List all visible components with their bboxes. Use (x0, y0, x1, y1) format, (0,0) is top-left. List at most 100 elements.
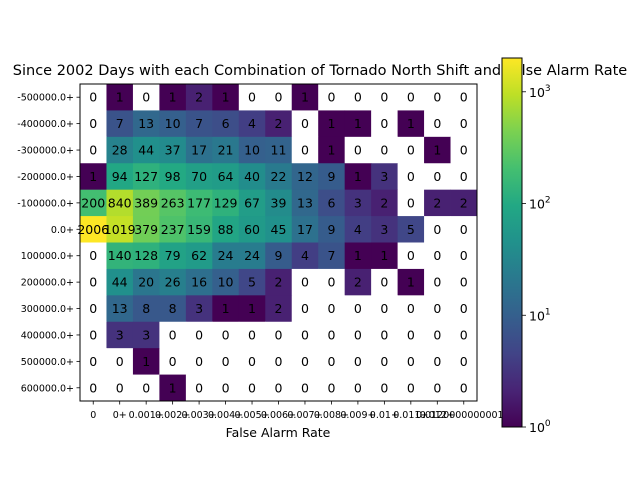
cell-value-label: 0 (169, 327, 177, 342)
heatmap-cell-labels: 0 1 0 1 2 1 0 0 1 0 0 0 0 0 00 7 13 10 7 6 4 2 0 1 1 0 1 0 00 28 44 37 1… (77, 90, 467, 396)
x-tick-label: 0.009+ (340, 410, 375, 421)
heatmap-cell (80, 84, 107, 111)
cell-value-label: 24 (244, 248, 260, 263)
heatmap-cell (291, 136, 319, 164)
x-tick-label: 0.008+ (314, 410, 349, 421)
cell-value-label: 0 (433, 222, 441, 237)
y-tick-label: -500000.0+ (17, 93, 74, 104)
cell-value-label: 0 (380, 143, 388, 158)
heatmap-cell (265, 374, 293, 402)
cell-value-label: 0 (142, 380, 150, 395)
cell-value-label: 0 (433, 275, 441, 290)
heatmap-cell (185, 374, 213, 402)
cell-value-label: 5 (407, 222, 415, 237)
heatmap-cell (371, 348, 398, 375)
cell-value-label: 0 (301, 275, 309, 290)
cell-value-label: 16 (191, 275, 207, 290)
cell-value-label: 0 (89, 354, 97, 369)
heatmap-cell (159, 374, 187, 402)
heatmap-cell (238, 189, 266, 217)
cell-value-label: 79 (165, 248, 181, 263)
cell-value-label: 3 (116, 327, 124, 342)
cell-value-label: 0 (301, 354, 309, 369)
heatmap-cell (424, 110, 451, 138)
cell-value-label: 2006 (77, 222, 109, 237)
cell-value-label: 0 (380, 90, 388, 105)
heatmap-cell (318, 348, 346, 375)
y-tick-label: 100000.0+ (21, 251, 74, 262)
cell-value-label: 0 (460, 301, 468, 316)
heatmap-cell (318, 321, 346, 349)
heatmap-cell (238, 216, 266, 243)
y-tick-label: 400000.0+ (21, 330, 74, 341)
cell-value-label: 3 (380, 169, 388, 184)
cell-value-label: 0 (460, 90, 468, 105)
heatmap-cell (424, 321, 451, 349)
heatmap-cell (212, 348, 240, 375)
cell-value-label: 0 (354, 354, 362, 369)
heatmap-cell (185, 321, 213, 349)
cell-value-label: 0 (142, 90, 150, 105)
cell-value-label: 5 (248, 275, 256, 290)
heatmap-cell (450, 295, 478, 323)
cell-value-label: 10 (218, 275, 234, 290)
cell-value-label: 1 (222, 90, 230, 105)
cell-value-label: 24 (218, 248, 234, 263)
heatmap-cell (450, 321, 478, 349)
heatmap-cell (265, 295, 293, 323)
heatmap-cell (344, 374, 372, 402)
cell-value-label: 0 (275, 354, 283, 369)
cell-value-label: 13 (138, 116, 154, 131)
heatmap-cell (397, 84, 425, 111)
cell-value-label: 1 (354, 248, 362, 263)
colorbar: 100 101 102 103 (501, 57, 551, 435)
cell-value-label: 0 (354, 380, 362, 395)
cell-value-label: 0 (380, 275, 388, 290)
heatmap-cell (212, 374, 240, 402)
cell-value-label: 0 (222, 380, 230, 395)
cell-value-label: 1 (169, 380, 177, 395)
heatmap-cell (344, 136, 372, 164)
heatmap-cell (291, 189, 319, 217)
x-tick-label: 0.012+ (420, 410, 455, 421)
cell-value-label: 0 (380, 301, 388, 316)
heatmap-cell (318, 163, 346, 191)
heatmap-cell (212, 110, 240, 138)
heatmap-cell (397, 268, 425, 296)
heatmap-cell (397, 110, 425, 138)
cell-value-label: 0 (407, 380, 415, 395)
heatmap-cell (291, 163, 319, 191)
heatmap-cell (450, 136, 478, 164)
cell-value-label: 6 (222, 116, 230, 131)
heatmap-cell (450, 374, 478, 402)
cell-value-label: 0 (301, 301, 309, 316)
heatmap-cell (185, 348, 213, 375)
colorbar-tick-label: 102 (529, 196, 551, 212)
cell-value-label: 0 (433, 169, 441, 184)
heatmap-cell (238, 268, 266, 296)
cell-value-label: 0 (407, 195, 415, 210)
cell-value-label: 140 (108, 248, 132, 263)
cell-value-label: 128 (134, 248, 158, 263)
cell-value-label: 7 (195, 116, 203, 131)
cell-value-label: 1 (354, 116, 362, 131)
cell-value-label: 0 (433, 301, 441, 316)
heatmap-cell (80, 321, 107, 349)
heatmap-cell (212, 136, 240, 164)
heatmap-cell (424, 189, 451, 217)
heatmap-cell (424, 348, 451, 375)
heatmap-cell (80, 216, 107, 243)
cell-value-label: 9 (327, 169, 335, 184)
heatmap-cell (80, 242, 107, 270)
cell-value-label: 88 (218, 222, 234, 237)
heatmap-cell (397, 321, 425, 349)
heatmap-cell (212, 268, 240, 296)
cell-value-label: 0 (89, 90, 97, 105)
cell-value-label: 0 (89, 380, 97, 395)
heatmap-cell (371, 268, 398, 296)
cell-value-label: 127 (134, 169, 158, 184)
heatmap-cell (397, 242, 425, 270)
heatmap-cell (185, 110, 213, 138)
heatmap-cell (212, 163, 240, 191)
cell-value-label: 21 (218, 143, 234, 158)
